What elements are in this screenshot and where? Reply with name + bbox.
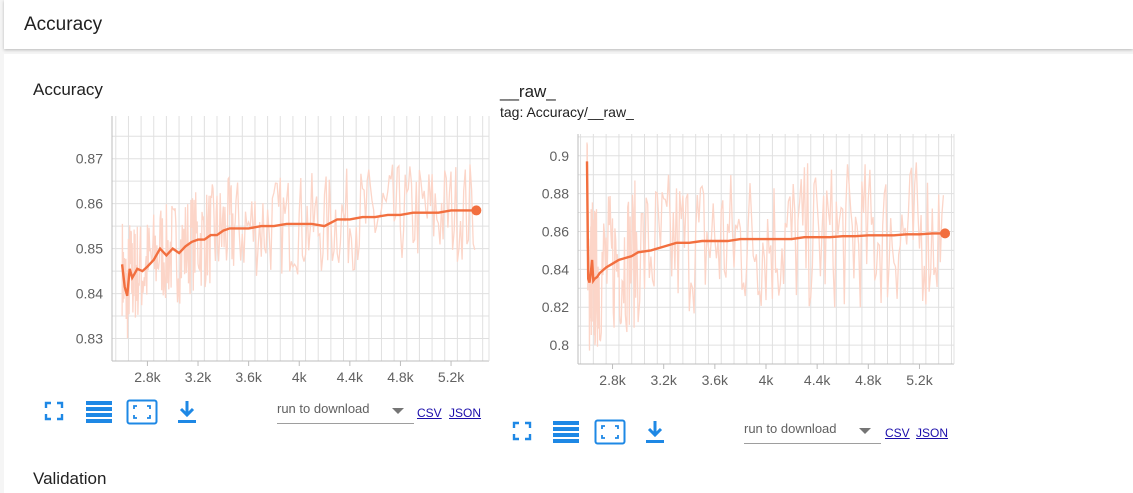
header-bar: Accuracy — [4, 0, 1133, 49]
card-title: Accuracy — [33, 80, 103, 99]
chevron-down-icon — [859, 428, 871, 434]
run-download-placeholder: run to download — [744, 421, 837, 436]
y-tick-label: 0.88 — [542, 186, 569, 202]
y-tick-label: 0.86 — [542, 223, 569, 239]
raw-series-line — [121, 164, 476, 339]
fit-domain-icon[interactable] — [43, 400, 65, 422]
y-tick-label: 0.85 — [76, 241, 103, 257]
x-tick-label: 3.6k — [235, 369, 262, 385]
download-icon[interactable] — [176, 400, 198, 424]
card-tag: tag: Accuracy/__raw_ — [500, 104, 634, 120]
x-tick-label: 4.4k — [337, 369, 364, 385]
y-tick-label: 0.84 — [76, 286, 103, 302]
chart-card-raw: __raw_ tag: Accuracy/__raw_ 0.8 0.82 0.84 0… — [494, 54, 994, 464]
run-download-select[interactable]: run to download — [277, 399, 414, 424]
x-tick-label: 5.2k — [438, 369, 465, 385]
x-tick-label: 3.2k — [650, 372, 677, 388]
x-tick-label: 4.8k — [387, 369, 414, 385]
csv-link[interactable]: CSV — [885, 426, 910, 440]
y-tick-label: 0.83 — [76, 331, 103, 347]
download-icon[interactable] — [644, 420, 666, 444]
accuracy-chart[interactable]: 0.83 0.84 0.85 0.86 0.87 2.8k 3.2k 3.6k 4k 4.4k 4.… — [4, 106, 494, 451]
x-tick-label: 4.4k — [804, 372, 831, 388]
chart-panel: Accuracy 0.83 0.84 0.85 0.86 0.87 2.8k 3.2k 3.6… — [4, 54, 1133, 493]
x-tick-label: 3.2k — [185, 369, 212, 385]
section-title-validation: Validation — [33, 469, 107, 488]
run-download-placeholder: run to download — [277, 401, 370, 416]
x-tick-label: 4.8k — [855, 372, 882, 388]
toggle-log-icon[interactable] — [85, 400, 113, 424]
expand-icon[interactable] — [126, 399, 158, 425]
raw-series-line — [586, 142, 945, 351]
toggle-log-icon[interactable] — [552, 420, 580, 444]
x-tick-label: 4k — [292, 369, 308, 385]
y-tick-label: 0.84 — [542, 261, 569, 277]
chart-toolbar: run to download CSV JSON — [4, 394, 494, 434]
header-title: Accuracy — [24, 14, 103, 35]
smoothed-series-line — [585, 161, 945, 285]
x-tick-label: 4k — [759, 372, 775, 388]
y-tick-label: 0.9 — [550, 148, 570, 164]
y-tick-label: 0.87 — [76, 151, 103, 167]
chart-toolbar: run to download CSV JSON — [494, 414, 994, 454]
x-tick-label: 2.8k — [599, 372, 626, 388]
run-download-select[interactable]: run to download — [744, 419, 881, 444]
x-tick-label: 3.6k — [702, 372, 729, 388]
y-tick-label: 0.8 — [550, 337, 570, 353]
chevron-down-icon — [392, 408, 404, 414]
json-link[interactable]: JSON — [449, 406, 482, 420]
smoothed-series-line — [120, 209, 477, 297]
fit-domain-icon[interactable] — [511, 420, 533, 442]
y-tick-label: 0.82 — [542, 299, 569, 315]
y-tick-label: 0.86 — [76, 196, 103, 212]
card-title: __raw_ — [500, 82, 556, 101]
csv-link[interactable]: CSV — [417, 406, 442, 420]
last-point-marker — [471, 205, 482, 216]
chart-card-accuracy: Accuracy 0.83 0.84 0.85 0.86 0.87 2.8k 3.2k 3.6… — [4, 54, 494, 464]
x-tick-label: 2.8k — [134, 369, 161, 385]
x-tick-label: 5.2k — [906, 372, 933, 388]
expand-icon[interactable] — [594, 419, 626, 445]
last-point-marker — [940, 228, 951, 239]
raw-chart[interactable]: 0.8 0.82 0.84 0.86 0.88 0.9 2.8k 3.2k 3.6k 4k 4.4k… — [494, 129, 994, 409]
json-link[interactable]: JSON — [916, 426, 949, 440]
